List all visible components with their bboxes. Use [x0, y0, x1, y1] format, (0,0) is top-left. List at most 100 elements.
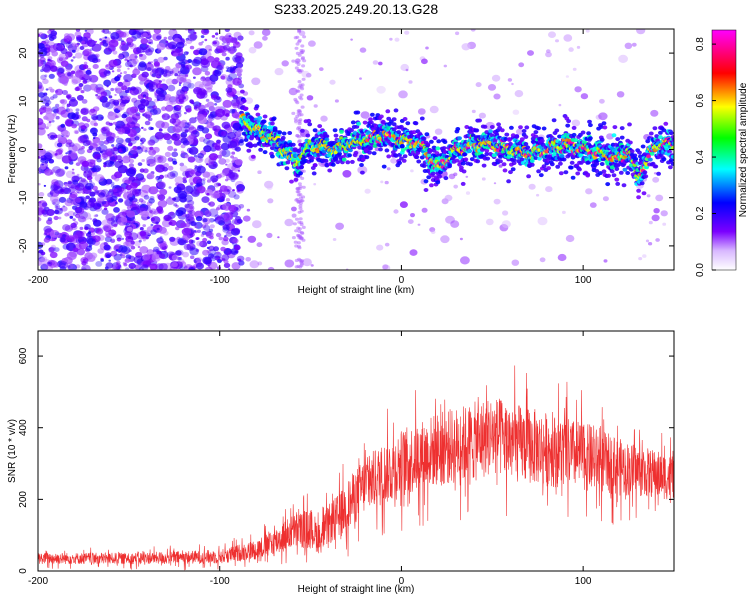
noise-cell: [102, 42, 108, 47]
noise-cell: [182, 233, 191, 241]
noise-cell: [50, 195, 59, 203]
noise-cell: [208, 201, 215, 207]
signal-cell: [416, 159, 422, 164]
artifact-cell: [299, 222, 304, 227]
noise-cell: [193, 56, 202, 64]
noise-cell: [101, 200, 107, 205]
noise-cell: [139, 230, 147, 237]
noise-cell: [237, 35, 244, 41]
noise-cell: [173, 203, 178, 207]
noise-cell: [267, 266, 275, 270]
noise-cell: [95, 146, 102, 152]
signal-cell: [380, 119, 386, 124]
noise-cell: [189, 133, 197, 140]
noise-cell: [653, 208, 660, 214]
artifact-cell: [294, 198, 299, 202]
noise-cell: [148, 139, 156, 146]
noise-cell: [155, 164, 165, 173]
signal-cell: [300, 128, 305, 133]
noise-cell: [215, 207, 220, 211]
signal-cell: [348, 148, 353, 153]
noise-cell: [571, 119, 581, 127]
noise-cell: [212, 192, 220, 199]
noise-cell: [49, 251, 58, 259]
noise-cell: [251, 220, 262, 229]
noise-cell: [72, 247, 79, 253]
noise-cell: [60, 48, 68, 54]
noise-cell: [200, 90, 208, 96]
signal-cell: [484, 152, 490, 156]
noise-cell: [558, 103, 562, 107]
artifact-cell: [301, 195, 306, 199]
noise-cell: [104, 229, 115, 238]
noise-cell: [55, 115, 60, 120]
noise-cell: [233, 31, 242, 39]
noise-cell: [306, 95, 314, 101]
noise-cell: [139, 80, 145, 85]
signal-cell: [611, 173, 617, 178]
noise-cell: [154, 131, 164, 140]
noise-cell: [41, 262, 49, 270]
noise-cell: [80, 90, 85, 94]
noise-cell: [53, 185, 63, 194]
signal-cell: [333, 157, 339, 162]
noise-cell: [95, 261, 103, 267]
noise-cell: [111, 184, 115, 188]
noise-cell: [425, 46, 429, 50]
noise-cell: [127, 180, 133, 184]
noise-cell: [143, 111, 153, 119]
noise-cell: [187, 82, 195, 89]
signal-cell: [501, 162, 507, 167]
artifact-cell: [299, 69, 304, 73]
signal-cell: [239, 139, 244, 144]
signal-cell: [270, 146, 275, 151]
noise-cell: [56, 71, 62, 76]
noise-cell: [74, 31, 82, 38]
noise-cell: [53, 215, 59, 221]
noise-cell: [167, 157, 174, 162]
noise-cell: [475, 82, 482, 88]
signal-cell: [470, 133, 476, 138]
noise-cell: [380, 180, 384, 184]
signal-cell: [258, 147, 263, 152]
noise-cell: [42, 78, 49, 85]
noise-cell: [140, 38, 149, 45]
noise-cell: [305, 72, 312, 78]
noise-cell: [209, 235, 214, 240]
noise-cell: [169, 236, 176, 242]
noise-cell: [101, 149, 106, 152]
noise-cell: [143, 205, 151, 212]
noise-cell: [171, 78, 179, 85]
noise-cell: [444, 194, 453, 202]
noise-cell: [221, 254, 230, 261]
signal-cell: [549, 162, 555, 167]
signal-cell: [541, 126, 547, 131]
noise-cell: [176, 207, 187, 215]
signal-cell: [601, 121, 607, 126]
noise-cell: [208, 118, 213, 122]
noise-cell: [57, 43, 61, 46]
noise-cell: [202, 237, 208, 243]
noise-cell: [121, 155, 131, 164]
noise-cell: [126, 226, 133, 232]
noise-cell: [186, 51, 189, 54]
noise-cell: [46, 209, 55, 216]
noise-cell: [209, 74, 219, 82]
noise-cell: [153, 29, 162, 34]
signal-cell: [558, 171, 564, 176]
artifact-cell: [293, 117, 298, 121]
noise-cell: [150, 223, 154, 227]
noise-cell: [186, 108, 192, 113]
noise-cell: [234, 159, 243, 166]
noise-cell: [378, 61, 383, 66]
noise-cell: [130, 133, 134, 137]
noise-cell: [167, 35, 173, 41]
noise-cell: [212, 163, 217, 167]
noise-cell: [62, 205, 66, 208]
noise-cell: [225, 231, 233, 237]
noise-cell: [143, 46, 151, 53]
noise-cell: [168, 96, 179, 105]
noise-cell: [43, 98, 47, 102]
noise-cell: [60, 123, 66, 128]
noise-cell: [62, 90, 68, 95]
